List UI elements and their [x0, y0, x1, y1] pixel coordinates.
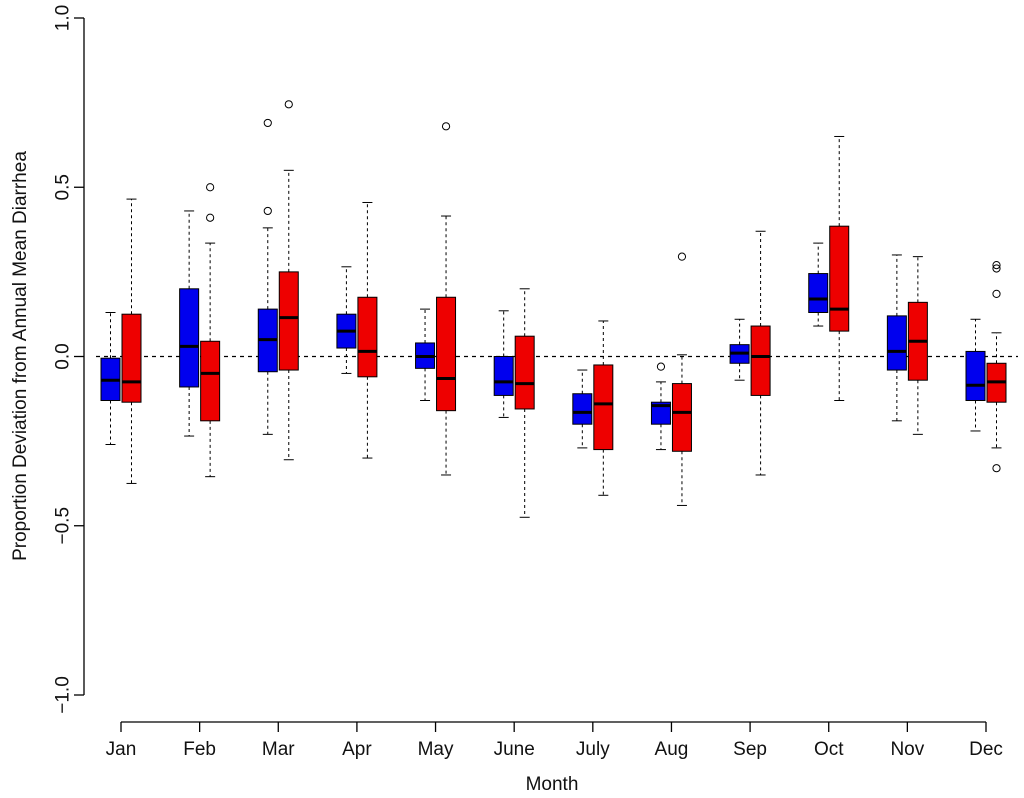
- iqr-box: [278, 271, 299, 371]
- iqr-box: [357, 296, 378, 378]
- x-tick-label: Sep: [733, 739, 767, 760]
- box-blue-dec: [965, 318, 986, 432]
- y-tick-label: −1.0: [53, 676, 74, 714]
- outlier-point: [992, 464, 1001, 473]
- box-red-mar: [278, 100, 299, 461]
- box-blue-jan: [100, 311, 121, 446]
- x-tick-label: Apr: [342, 739, 372, 760]
- iqr-box: [121, 313, 142, 403]
- outlier-point: [677, 252, 687, 261]
- box-blue-nov: [886, 254, 907, 422]
- box-blue-mar: [257, 118, 278, 435]
- box-red-feb: [200, 183, 221, 478]
- x-tick-label: Aug: [655, 739, 689, 760]
- x-tick-label: Nov: [890, 739, 924, 760]
- outlier-point: [441, 122, 451, 131]
- iqr-box: [671, 383, 692, 452]
- box-blue-feb: [179, 210, 200, 437]
- box-blue-apr: [336, 266, 357, 374]
- iqr-box: [965, 350, 986, 402]
- outlier-point: [206, 213, 215, 222]
- box-blue-oct: [808, 242, 829, 327]
- iqr-box: [200, 340, 221, 422]
- y-tick-label: 0.5: [53, 174, 74, 200]
- iqr-box: [572, 393, 593, 425]
- outlier-point: [992, 289, 1001, 298]
- x-tick-label: June: [494, 739, 535, 760]
- x-tick-label: Jan: [106, 739, 137, 760]
- box-blue-july: [572, 369, 593, 449]
- box-red-sep: [750, 230, 771, 476]
- box-blue-aug: [650, 362, 671, 451]
- box-red-nov: [907, 256, 928, 435]
- outlier-point: [656, 362, 666, 371]
- box-blue-sep: [729, 318, 750, 381]
- y-tick-label: 0.0: [53, 343, 74, 369]
- x-tick-label: July: [576, 739, 610, 760]
- iqr-box: [750, 325, 771, 396]
- box-blue-june: [493, 310, 514, 418]
- iqr-box: [514, 335, 535, 410]
- iqr-box: [808, 273, 829, 313]
- box-red-oct: [829, 135, 850, 402]
- outlier-point: [263, 118, 272, 128]
- outlier-point: [263, 206, 272, 216]
- iqr-box: [436, 296, 457, 412]
- box-red-aug: [671, 252, 692, 506]
- x-tick-label: Feb: [183, 739, 216, 760]
- iqr-box: [593, 364, 614, 451]
- iqr-box: [829, 225, 850, 332]
- outlier-point: [284, 100, 293, 109]
- outlier-point: [992, 261, 1001, 270]
- box-red-july: [593, 320, 614, 496]
- y-axis-title: Proportion Deviation from Annual Mean Di…: [10, 151, 31, 561]
- iqr-box: [650, 401, 671, 425]
- box-red-june: [514, 288, 535, 518]
- iqr-box: [886, 315, 907, 371]
- axes-layer: −1.0 −0.5 0.0 0.5 1.0 Jan Feb Mar Apr May June July…: [53, 5, 1003, 760]
- box-red-jan: [121, 198, 142, 484]
- iqr-box: [179, 288, 200, 388]
- boxes-layer: [100, 100, 1007, 518]
- y-tick-label: 1.0: [53, 5, 74, 31]
- y-tick-label: −0.5: [53, 507, 74, 545]
- box-red-may: [436, 122, 457, 476]
- x-tick-label: Dec: [969, 739, 1003, 760]
- x-tick-label: Oct: [814, 739, 844, 760]
- x-tick-label: Mar: [262, 739, 295, 760]
- x-axis-title: Month: [526, 774, 579, 795]
- box-red-dec: [986, 261, 1007, 473]
- box-blue-may: [415, 308, 436, 402]
- outlier-point: [206, 183, 215, 192]
- outlier-point: [992, 264, 1001, 273]
- iqr-box: [493, 356, 514, 396]
- x-tick-label: May: [418, 739, 454, 760]
- box-red-apr: [357, 201, 378, 459]
